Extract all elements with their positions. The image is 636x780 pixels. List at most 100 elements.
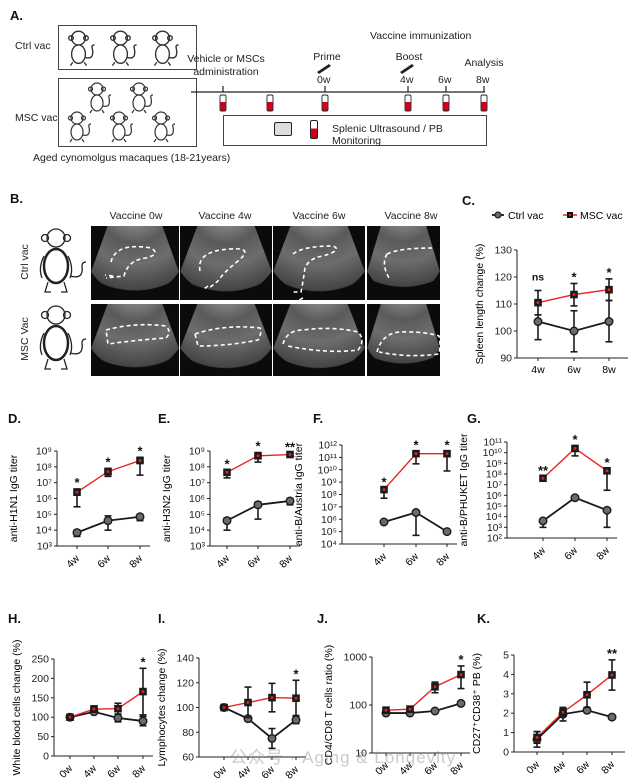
significance-marker: * (572, 432, 578, 447)
ctrl-marker (570, 493, 580, 503)
y-tick-label: 10⁹ (189, 446, 205, 458)
legend-item-msc: MSC vac (563, 210, 623, 222)
y-tick-label: 10¹⁰ (318, 464, 338, 476)
y-tick-label: 10⁴ (189, 525, 205, 537)
msc-marker-center (573, 447, 577, 450)
ctrl-marker (285, 496, 295, 506)
chart-H: 0 50 100 150 200 250 0w 4w 6w 8w White blood cells… (11, 640, 153, 780)
monkey-tail (69, 338, 87, 355)
y-tick-label: 10³ (37, 541, 53, 553)
column-label: Vaccine 8w (384, 210, 438, 222)
dashed-outline (386, 247, 433, 255)
y-tick-label: 250 (31, 654, 49, 666)
dashed-outline (104, 274, 114, 277)
panel-label-j: J. (317, 611, 328, 626)
monkey-ear (62, 233, 72, 243)
monkey-ear (40, 310, 50, 320)
significance-marker: * (140, 654, 146, 669)
panel-label-i: I. (158, 611, 166, 626)
dashed-outline (291, 245, 338, 293)
panel-label-f: F. (313, 411, 324, 426)
y-tick-label: 1000 (344, 652, 368, 664)
msc-marker-center (605, 469, 609, 473)
x-tick-label: 6w (403, 550, 421, 568)
cohort-caption: Aged cynomolgus macaques (18-21years) (33, 152, 231, 164)
significance-marker: * (105, 454, 111, 469)
ctrl-marker (103, 516, 113, 526)
monkey-ear (40, 233, 50, 243)
msc-marker-center (572, 293, 576, 296)
monkey-ear (82, 35, 89, 42)
group-label-msc: MSC vac (15, 112, 58, 124)
significance-marker: * (137, 443, 143, 458)
panel-label-h: H. (8, 611, 21, 626)
y-tick-label: 10⁴ (36, 525, 52, 537)
y-tick-label: 60 (182, 752, 194, 764)
series-line-ctrl (69, 710, 144, 722)
monkey-legs (69, 61, 88, 67)
timeline-event-analysis: Analysis (464, 57, 504, 69)
msc-marker-center (561, 710, 565, 714)
y-tick-label: 10⁵ (321, 526, 337, 538)
blood-tube-icon (266, 94, 274, 112)
week-0w: 0w (317, 74, 331, 86)
x-tick-label: 0w (211, 763, 229, 780)
panel-label-e: E. (158, 411, 171, 426)
msc-marker-center (138, 459, 142, 462)
monkey-ear (129, 86, 136, 92)
significance-marker: * (224, 456, 230, 471)
y-axis-label: Spleen length change (%) (474, 244, 486, 365)
ultrasound-fan (367, 304, 440, 373)
monitoring-label: Splenic Ultrasound / PB Monitoring (332, 123, 443, 147)
y-tick-label: 10¹⁰ (483, 447, 503, 459)
msc-marker-center (294, 696, 298, 700)
y-tick-label: 0 (43, 751, 49, 763)
y-tick-label: 10³ (487, 522, 503, 534)
monkey-body (154, 44, 171, 65)
panel-label-g: G. (467, 411, 481, 426)
msc-marker-center (246, 701, 250, 704)
msc-marker-center (270, 696, 274, 699)
chart-C: 90 100 110 120 130 4w 6w 8w Spleen length change… (474, 210, 628, 376)
monkey-ear (100, 86, 107, 92)
monkey-ear (80, 115, 87, 121)
y-axis-label: anti-B/PHUKET IgG titer (458, 433, 470, 547)
ctrl-marker (569, 326, 579, 336)
blood-tube-icon (442, 94, 450, 112)
watermark: 公众号 · Aging & Longevity (230, 748, 457, 767)
legend-label: MSC vac (580, 210, 623, 222)
y-tick-label: 10⁸ (321, 489, 337, 501)
y-axis-label: White blood cells change (%) (11, 640, 23, 776)
monkey-tail (144, 94, 154, 107)
monkey-body (154, 123, 168, 141)
ultrasound-image (91, 226, 179, 300)
y-tick-label: 1 (503, 727, 509, 739)
monkey-tail (169, 44, 179, 59)
msc-marker-center (288, 453, 292, 456)
x-tick-label: 0w (524, 758, 542, 776)
msc-marker-center (433, 685, 437, 689)
ctrl-marker (138, 716, 148, 726)
msc-marker-center (408, 707, 412, 711)
syringe-icon (317, 64, 331, 74)
spleen-outline (291, 245, 338, 300)
y-axis-label: anti-H1N1 IgG titer (8, 454, 20, 542)
msc-marker-center (445, 452, 449, 455)
monkey-body (90, 94, 104, 112)
msc-marker-center (535, 736, 539, 739)
spleen-outline (194, 326, 262, 347)
msc-marker-center (585, 693, 589, 697)
ctrl-marker (430, 706, 440, 716)
y-tick-label: 10⁷ (190, 477, 206, 489)
significance-marker: * (293, 666, 299, 681)
y-tick-label: 100 (31, 712, 49, 724)
monkey-legs (153, 138, 169, 143)
monkey-icon (67, 111, 92, 143)
msc-marker-center (116, 707, 120, 710)
dashed-outline (194, 326, 262, 347)
msc-marker-center (382, 488, 386, 491)
significance-marker: * (413, 437, 419, 452)
significance-marker: * (458, 652, 464, 667)
msc-marker-center (75, 490, 79, 494)
legend: Ctrl vac MSC vac (492, 210, 623, 222)
